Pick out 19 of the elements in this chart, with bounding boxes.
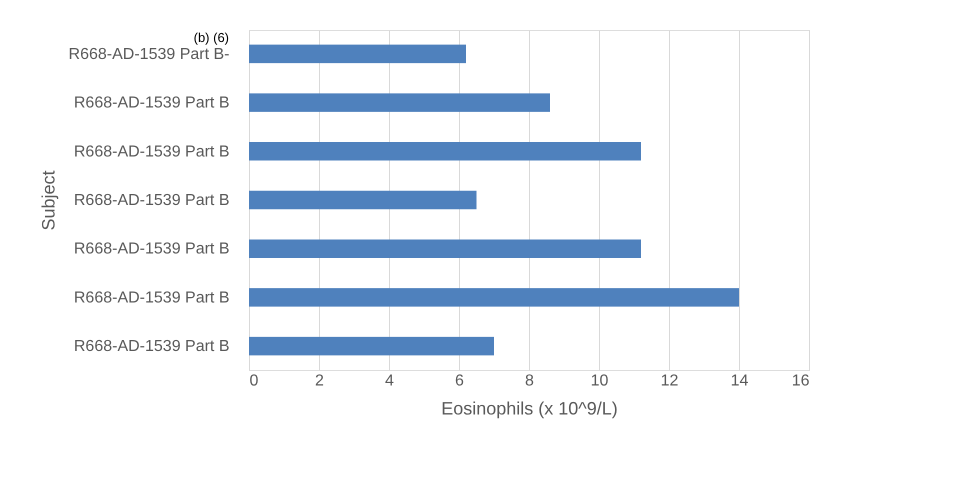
y-tick-label: R668-AD-1539 Part B [74, 192, 230, 209]
x-tick-label: 14 [730, 372, 748, 390]
y-tick-label: R668-AD-1539 Part B [74, 94, 230, 112]
y-tick-label: R668-AD-1539 Part B- [68, 46, 230, 63]
x-axis-title: Eosinophils (x 10^9/L) [441, 398, 618, 418]
x-tick-label: 6 [455, 372, 464, 390]
y-tick-label: R668-AD-1539 Part B [74, 143, 230, 160]
y-tick-label: R668-AD-1539 Part B [74, 240, 230, 258]
y-tick-label: R668-AD-1539 Part B [74, 289, 230, 306]
x-tick-label: 16 [792, 372, 810, 390]
x-tick-label: 4 [385, 372, 394, 390]
x-tick-label: 8 [525, 372, 534, 390]
text: (b) (6) [194, 30, 229, 45]
x-tick-label: 10 [590, 372, 608, 390]
x-tick-label: 12 [660, 372, 678, 390]
y-axis-title: Subject [38, 170, 59, 231]
y-tick-label: R668-AD-1539 Part B [74, 338, 230, 356]
x-tick-label: 2 [315, 372, 324, 390]
x-tick-label: 0 [250, 372, 258, 390]
